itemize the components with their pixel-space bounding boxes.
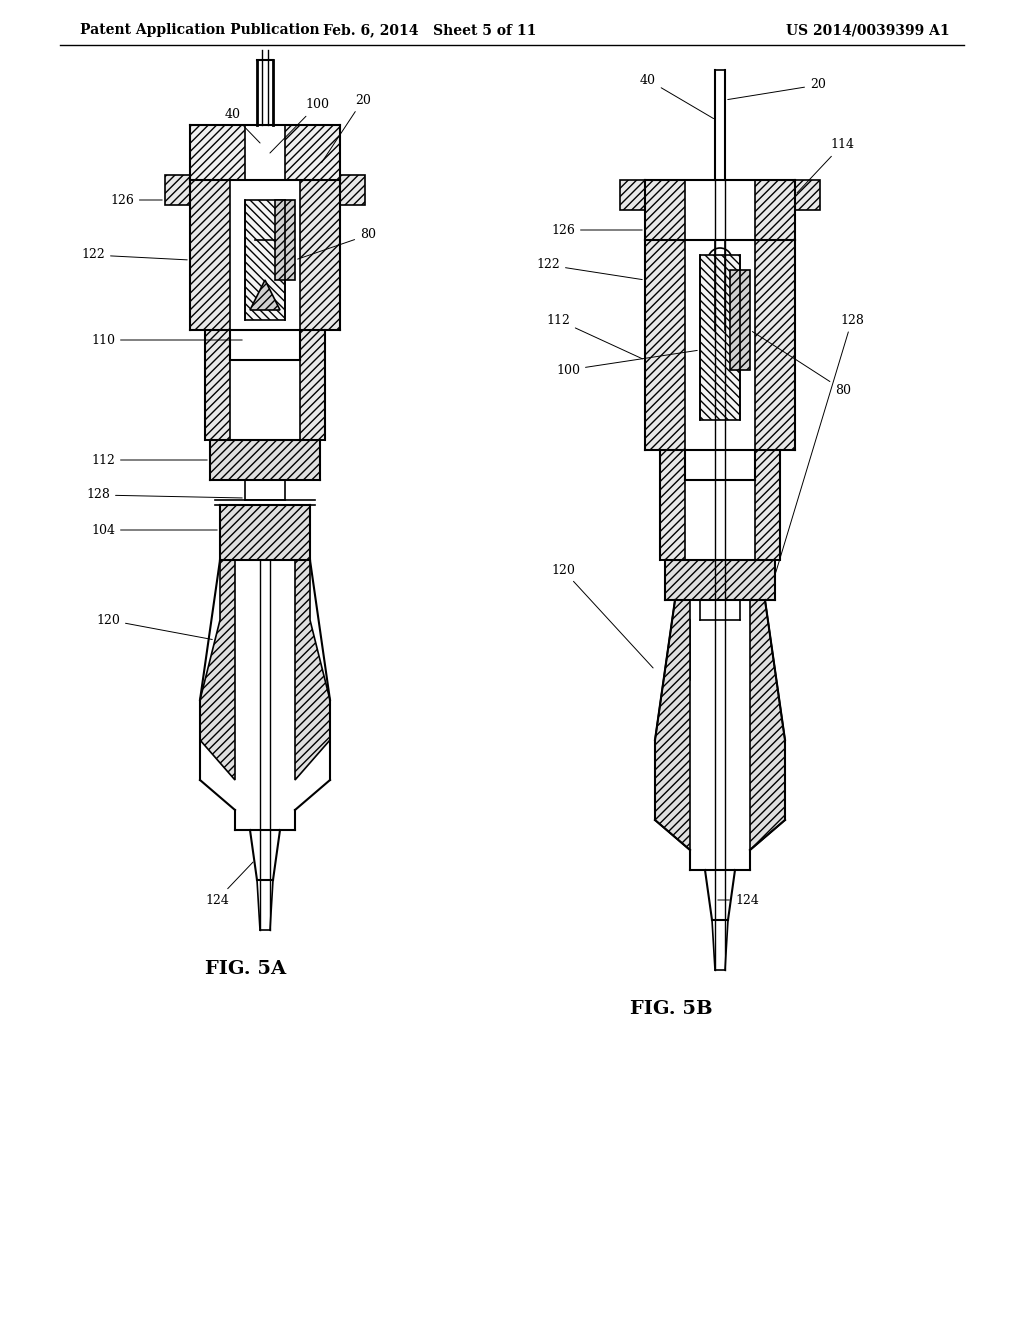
Text: 80: 80 [298,228,376,259]
Bar [795,180,820,210]
Text: 20: 20 [728,78,826,99]
Text: US 2014/0039399 A1: US 2014/0039399 A1 [786,22,950,37]
Text: FIG. 5B: FIG. 5B [630,1001,713,1018]
Text: 100: 100 [556,350,697,376]
Bar [285,125,340,180]
Bar [190,180,230,330]
Bar [300,180,340,330]
Text: 112: 112 [91,454,207,466]
Text: 80: 80 [753,331,851,396]
Bar [205,330,230,440]
Bar [755,240,795,450]
Text: 40: 40 [225,108,260,143]
Bar [190,125,245,180]
Polygon shape [250,280,280,310]
Bar [665,560,775,601]
Polygon shape [750,601,785,850]
Text: 126: 126 [551,223,642,236]
Bar [340,176,365,205]
Text: 104: 104 [91,524,217,536]
Text: 114: 114 [797,139,854,193]
Bar [755,450,780,560]
Text: 110: 110 [91,334,243,346]
Bar [220,506,310,560]
Polygon shape [675,620,690,680]
Bar [210,440,319,480]
Text: 126: 126 [110,194,162,206]
Text: 128: 128 [776,314,864,573]
Text: 20: 20 [322,94,371,162]
Bar [245,201,285,319]
Bar [165,176,190,205]
Text: 122: 122 [537,259,642,280]
Bar [660,450,685,560]
Text: 124: 124 [205,862,253,907]
Text: 40: 40 [640,74,714,119]
Polygon shape [200,560,234,780]
Bar [300,330,325,440]
Text: 122: 122 [81,248,187,261]
Bar [645,240,685,450]
Text: 128: 128 [86,488,243,502]
Text: 120: 120 [551,564,653,668]
Polygon shape [295,560,330,780]
Text: Feb. 6, 2014   Sheet 5 of 11: Feb. 6, 2014 Sheet 5 of 11 [324,22,537,37]
Bar [645,180,685,240]
Bar [730,271,750,370]
Bar [620,180,645,210]
Text: FIG. 5A: FIG. 5A [205,960,286,978]
Bar [755,180,795,240]
Text: 120: 120 [96,614,212,639]
Polygon shape [655,601,690,850]
Bar [700,255,740,420]
Text: 100: 100 [270,99,329,153]
Bar [275,201,295,280]
Text: 112: 112 [546,314,642,359]
Text: 124: 124 [718,894,759,907]
Text: Patent Application Publication: Patent Application Publication [80,22,319,37]
